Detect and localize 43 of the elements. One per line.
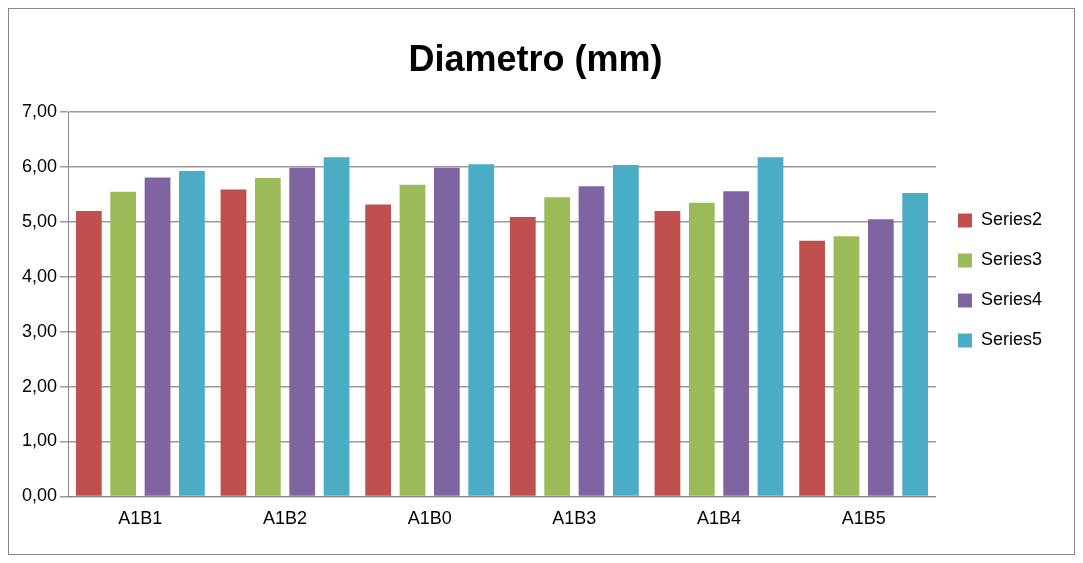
y-tick-label: 7,00 xyxy=(21,101,58,122)
bar xyxy=(144,177,171,496)
y-tick-label: 2,00 xyxy=(21,375,58,396)
bar xyxy=(612,164,639,496)
y-tick-label: 1,00 xyxy=(21,430,58,451)
x-tick-label: A1B4 xyxy=(696,508,742,529)
x-tick-label: A1B2 xyxy=(262,508,308,529)
legend-label: Series3 xyxy=(980,249,1042,270)
x-tick-label: A1B3 xyxy=(552,508,597,529)
bar xyxy=(688,202,715,496)
bar xyxy=(833,236,860,496)
legend-label: Series5 xyxy=(980,329,1042,350)
x-tick-label: A1B0 xyxy=(407,508,452,529)
bar xyxy=(254,178,281,496)
bar xyxy=(578,186,605,496)
bar xyxy=(220,189,247,496)
legend-label: Series4 xyxy=(980,289,1042,310)
bar xyxy=(723,191,750,496)
bar xyxy=(323,157,350,496)
y-tick-label: 0,00 xyxy=(21,485,58,506)
bar xyxy=(509,217,536,496)
bar xyxy=(433,167,460,496)
legend-label: Series2 xyxy=(980,209,1042,230)
bar xyxy=(289,167,316,496)
y-tick-label: 5,00 xyxy=(21,210,58,231)
bar xyxy=(544,197,571,496)
bar xyxy=(757,157,784,496)
bar xyxy=(110,191,137,496)
bar xyxy=(399,184,426,496)
bar xyxy=(75,210,102,496)
y-tick-label: 3,00 xyxy=(21,320,58,341)
bar xyxy=(179,170,205,496)
x-tick-label: A1B1 xyxy=(118,508,163,529)
bar xyxy=(365,204,392,496)
bar xyxy=(468,164,495,496)
y-tick-label: 6,00 xyxy=(21,156,58,177)
bar xyxy=(799,240,825,496)
bar xyxy=(654,210,681,496)
y-tick-label: 4,00 xyxy=(21,265,58,286)
bar xyxy=(867,219,894,496)
chart-title: Diametro (mm) xyxy=(408,37,663,79)
x-tick-label: A1B5 xyxy=(841,508,886,529)
bar xyxy=(902,192,929,496)
